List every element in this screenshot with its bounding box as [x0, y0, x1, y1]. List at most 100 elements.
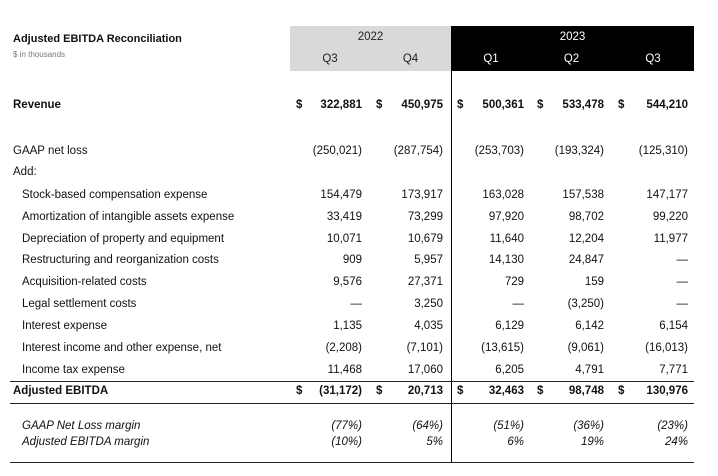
cell-value: 24,847 — [568, 254, 604, 266]
cell-value: 500,361 — [482, 99, 524, 111]
cell-value: 98,702 — [568, 211, 604, 223]
row-label: Acquisition-related costs — [22, 276, 147, 288]
rule — [10, 462, 694, 463]
cell-value: 97,920 — [488, 211, 524, 223]
cell-value: 6,154 — [659, 320, 688, 332]
cell-value: 73,299 — [407, 211, 443, 223]
year-label: 2023 — [559, 31, 586, 43]
currency-symbol: $ — [537, 385, 544, 397]
cell-value: — — [676, 298, 689, 310]
cell-value: (64%) — [412, 420, 443, 432]
divider — [451, 71, 452, 462]
cell-value: (193,324) — [554, 145, 604, 157]
row-label: Revenue — [13, 99, 61, 111]
cell-value: 1,135 — [333, 320, 362, 332]
row-label: Interest expense — [22, 320, 108, 332]
cell-value: — — [676, 254, 689, 266]
cell-value: 9,576 — [333, 276, 362, 288]
currency-symbol: $ — [618, 99, 625, 111]
cell-value: (13,615) — [481, 342, 524, 354]
cell-value: 24% — [664, 436, 688, 448]
cell-value: (16,013) — [645, 342, 688, 354]
cell-value: 11,468 — [327, 364, 362, 376]
cell-value: 729 — [504, 276, 524, 288]
row-label: Restructuring and reorganization costs — [22, 254, 219, 266]
cell-value: 322,881 — [320, 99, 362, 111]
year-band-2023 — [451, 26, 694, 71]
cell-value: (287,754) — [393, 145, 443, 157]
cell-value: (7,101) — [406, 342, 443, 354]
row-label: GAAP Net Loss margin — [22, 420, 141, 432]
cell-value: 98,748 — [568, 385, 604, 397]
cell-value: 6% — [507, 436, 524, 448]
cell-value: 909 — [342, 254, 362, 266]
cell-value: 11,977 — [653, 233, 688, 245]
cell-value: (253,703) — [474, 145, 524, 157]
cell-value: (51%) — [493, 420, 524, 432]
currency-symbol: $ — [376, 385, 383, 397]
rule — [10, 403, 694, 404]
quarter-label: Q3 — [645, 53, 661, 65]
currency-symbol: $ — [537, 99, 544, 111]
cell-value: 19% — [580, 436, 604, 448]
cell-value: 10,071 — [326, 233, 362, 245]
currency-symbol: $ — [457, 385, 464, 397]
row-label: GAAP net loss — [13, 145, 88, 157]
cell-value: — — [350, 298, 363, 310]
cell-value: 6,142 — [575, 320, 604, 332]
title: Adjusted EBITDA Reconciliation — [13, 33, 182, 45]
cell-value: — — [512, 298, 525, 310]
row-label: Income tax expense — [22, 364, 125, 376]
rule — [10, 381, 694, 382]
currency-symbol: $ — [618, 385, 625, 397]
row-label: Interest income and other expense, net — [22, 342, 222, 354]
cell-value: 163,028 — [482, 189, 524, 201]
cell-value: 17,060 — [407, 364, 443, 376]
cell-value: (10%) — [331, 436, 362, 448]
currency-symbol: $ — [376, 99, 383, 111]
cell-value: (77%) — [331, 420, 362, 432]
cell-value: 533,478 — [562, 99, 604, 111]
cell-value: (2,208) — [325, 342, 362, 354]
row-label: Legal settlement costs — [22, 298, 137, 310]
year-band-2022 — [290, 26, 451, 71]
quarter-label: Q3 — [322, 53, 338, 65]
cell-value: 10,679 — [407, 233, 443, 245]
cell-value: 12,204 — [568, 233, 604, 245]
cell-value: 159 — [584, 276, 604, 288]
subtitle: $ in thousands — [13, 50, 66, 59]
cell-value: (23%) — [657, 420, 688, 432]
cell-value: 33,419 — [326, 211, 362, 223]
row-label: Adjusted EBITDA margin — [22, 436, 150, 448]
currency-symbol: $ — [296, 99, 303, 111]
row-label: Add: — [13, 166, 37, 178]
currency-symbol: $ — [296, 385, 303, 397]
quarter-label: Q1 — [483, 53, 499, 65]
cell-value: 14,130 — [488, 254, 524, 266]
quarter-label: Q4 — [402, 53, 419, 65]
cell-value: 11,640 — [489, 233, 524, 245]
cell-value: (125,310) — [638, 145, 688, 157]
cell-value: 3,250 — [414, 298, 443, 310]
cell-value: (9,061) — [567, 342, 604, 354]
cell-value: 6,205 — [495, 364, 524, 376]
cell-value: (31,172) — [319, 385, 362, 397]
cell-value: 4,035 — [414, 320, 443, 332]
cell-value: 154,479 — [320, 189, 362, 201]
cell-value: 27,371 — [407, 276, 443, 288]
cell-value: 544,210 — [646, 99, 688, 111]
cell-value: — — [676, 276, 689, 288]
cell-value: 6,129 — [495, 320, 524, 332]
currency-symbol: $ — [457, 99, 464, 111]
cell-value: (250,021) — [312, 145, 362, 157]
cell-value: (3,250) — [567, 298, 604, 310]
cell-value: 7,771 — [659, 364, 688, 376]
row-label: Amortization of intangible assets expens… — [22, 211, 235, 223]
cell-value: 130,976 — [646, 385, 688, 397]
cell-value: 5% — [426, 436, 443, 448]
row-label: Stock-based compensation expense — [22, 189, 208, 201]
cell-value: 450,975 — [401, 99, 443, 111]
cell-value: 173,917 — [401, 189, 443, 201]
row-label: Adjusted EBITDA — [13, 385, 109, 397]
